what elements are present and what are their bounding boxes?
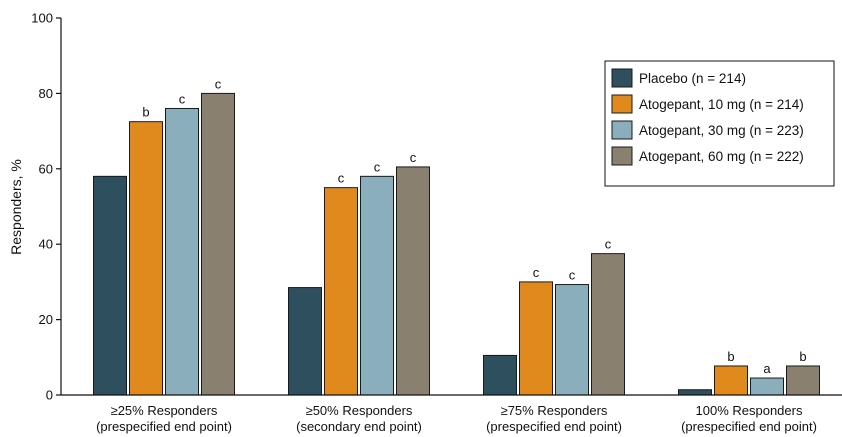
- legend-swatch: [611, 146, 633, 166]
- significance-label: c: [179, 91, 186, 106]
- bar: [324, 187, 358, 396]
- significance-label: c: [338, 171, 345, 186]
- bar: [591, 253, 625, 396]
- bar: [678, 389, 712, 396]
- y-tick-label: 80: [39, 86, 53, 101]
- bar: [129, 121, 163, 396]
- legend-label: Atogepant, 30 mg (n = 223): [639, 123, 804, 138]
- significance-label: c: [533, 265, 540, 280]
- significance-label: b: [799, 349, 806, 364]
- y-tick-label: 100: [31, 11, 53, 26]
- significance-labels: b c c c c c c c c b a b: [142, 76, 806, 376]
- bars-group: [93, 92, 820, 396]
- bar: [288, 287, 322, 396]
- bar: [786, 365, 820, 396]
- category-labels: ≥25% Responders(prespecified end point)≥…: [96, 403, 817, 434]
- category-sublabel: (secondary end point): [296, 419, 422, 434]
- category-sublabel: (prespecified end point): [681, 419, 817, 434]
- category-sublabel: (prespecified end point): [486, 419, 622, 434]
- bar: [555, 284, 589, 396]
- significance-label: b: [727, 349, 734, 364]
- legend-box: [604, 60, 835, 187]
- significance-label: c: [605, 237, 612, 252]
- legend-label: Atogepant, 10 mg (n = 214): [639, 97, 804, 112]
- significance-label: c: [215, 76, 222, 91]
- category-sublabel: (prespecified end point): [96, 419, 232, 434]
- legend-swatch: [611, 68, 633, 88]
- bar: [201, 92, 235, 396]
- y-tick-label: 60: [39, 161, 53, 176]
- significance-label: c: [374, 159, 381, 174]
- bar: [519, 281, 553, 396]
- legend-label: Placebo (n = 214): [639, 71, 746, 86]
- bar: [750, 377, 784, 396]
- significance-label: c: [410, 150, 417, 165]
- significance-label: c: [569, 268, 576, 283]
- legend-label: Atogepant, 60 mg (n = 222): [639, 149, 804, 164]
- legend-swatch: [611, 120, 633, 140]
- category-label: ≥75% Responders: [501, 403, 608, 418]
- bar: [165, 107, 199, 396]
- bar: [714, 365, 748, 396]
- category-label: ≥25% Responders: [111, 403, 218, 418]
- legend: Placebo (n = 214) Atogepant, 10 mg (n = 2…: [604, 60, 835, 187]
- y-tick-label: 20: [39, 312, 53, 327]
- bar: [93, 175, 127, 396]
- axes-group: 0 20 40 60 80 100: [31, 11, 842, 403]
- bar: [396, 166, 430, 396]
- category-label: ≥50% Responders: [306, 403, 413, 418]
- y-tick-label: 40: [39, 237, 53, 252]
- bar: [483, 354, 517, 396]
- significance-label: b: [142, 105, 149, 120]
- y-axis-title: Responders, %: [8, 159, 24, 255]
- category-label: 100% Responders: [696, 403, 803, 418]
- legend-swatch: [611, 94, 633, 114]
- bar: [360, 175, 394, 396]
- y-tick-label: 0: [46, 388, 53, 403]
- significance-label: a: [763, 361, 771, 376]
